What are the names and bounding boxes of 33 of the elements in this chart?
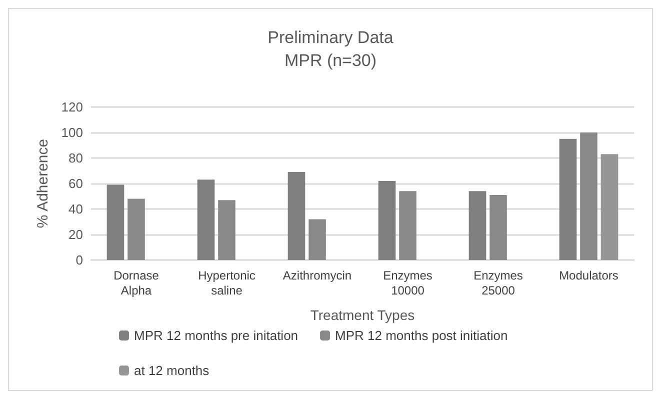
bar <box>106 184 124 260</box>
x-tick-label: Modulators <box>559 268 618 282</box>
x-tick-label: Hypertonic saline <box>198 268 256 298</box>
y-tick-label: 120 <box>61 100 83 114</box>
legend-label: MPR 12 months post initiation <box>335 328 508 343</box>
x-axis-title: Treatment Types <box>310 307 415 323</box>
y-tick-label: 0 <box>76 252 83 268</box>
bar <box>559 138 577 260</box>
y-axis-title: % Adherence <box>34 138 52 228</box>
x-tick-label: Azithromycin <box>282 268 352 282</box>
y-tick-label: 100 <box>61 125 83 140</box>
x-tick-label: Dornase Alpha <box>114 268 160 298</box>
y-tick-label: 40 <box>68 202 83 216</box>
bar <box>600 154 618 260</box>
bar <box>128 198 145 260</box>
legend-label: MPR 12 months pre initation <box>134 328 298 343</box>
bar <box>580 132 598 260</box>
legend-label: at 12 months <box>134 363 210 378</box>
bar <box>490 194 507 260</box>
y-tick-label: 20 <box>68 227 83 242</box>
bar <box>288 172 306 260</box>
bar <box>468 191 486 260</box>
chart-subtitle: MPR (n=30) <box>284 51 377 70</box>
bar <box>399 191 416 260</box>
bar <box>218 200 236 260</box>
bar <box>378 180 396 260</box>
chart-title: Preliminary Data <box>268 28 394 47</box>
x-tick-label: Enzymes 25000 <box>474 268 523 298</box>
x-tick-label: Enzymes 10000 <box>383 268 432 298</box>
bar <box>308 219 326 260</box>
y-tick-label: 80 <box>68 150 83 166</box>
y-tick-label: 60 <box>68 176 83 191</box>
bar <box>197 180 215 260</box>
